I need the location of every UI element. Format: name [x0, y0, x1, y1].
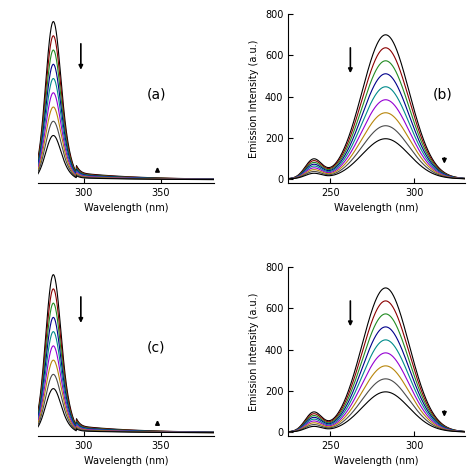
X-axis label: Wavelength (nm): Wavelength (nm)	[334, 203, 419, 213]
Text: (a): (a)	[147, 88, 167, 101]
Y-axis label: Emission Intensity (a.u.): Emission Intensity (a.u.)	[249, 39, 259, 158]
Text: (b): (b)	[433, 88, 453, 101]
Text: (c): (c)	[147, 341, 166, 355]
X-axis label: Wavelength (nm): Wavelength (nm)	[334, 456, 419, 466]
X-axis label: Wavelength (nm): Wavelength (nm)	[84, 456, 168, 466]
Y-axis label: Emission Intensity (a.u.): Emission Intensity (a.u.)	[249, 292, 259, 411]
X-axis label: Wavelength (nm): Wavelength (nm)	[84, 203, 168, 213]
